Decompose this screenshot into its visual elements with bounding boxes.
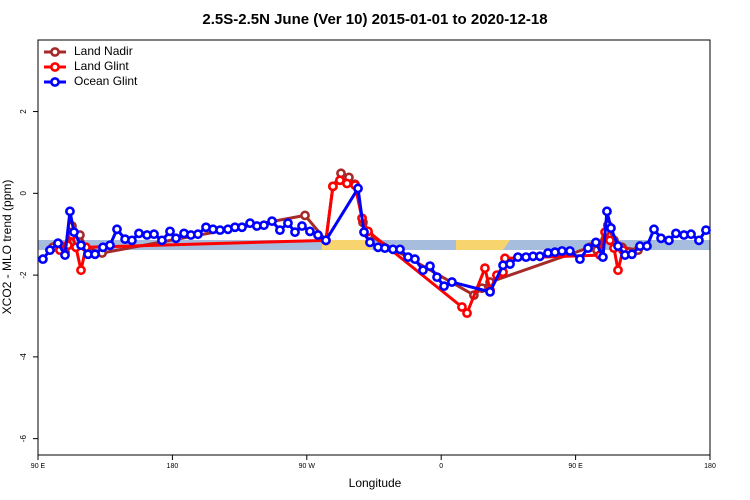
data-point <box>439 281 449 292</box>
data-point <box>598 252 608 263</box>
y-axis-label: XCO2 - MLO trend (ppm) <box>0 180 14 315</box>
data-point <box>305 226 315 237</box>
legend-marker <box>50 77 60 87</box>
data-point <box>45 245 55 256</box>
data-point <box>313 230 323 240</box>
data-point <box>76 265 86 276</box>
y-tick-label: -2 <box>19 271 28 279</box>
y-tick-label: 0 <box>19 191 28 196</box>
data-point <box>565 246 575 256</box>
x-tick-label: 90 E <box>568 463 583 470</box>
data-point <box>365 237 375 248</box>
data-point <box>701 225 711 236</box>
y-tick-label: -4 <box>19 353 28 361</box>
data-point <box>321 235 331 246</box>
data-point <box>694 235 704 246</box>
plot-frame <box>37 39 711 456</box>
x-tick-label: 90 W <box>299 463 316 470</box>
x-tick-label: 90 E <box>31 463 46 470</box>
data-point <box>60 250 70 260</box>
data-point <box>193 229 203 240</box>
data-point <box>656 233 666 244</box>
x-tick-label: 0 <box>439 463 443 470</box>
legend-marker <box>50 47 60 57</box>
data-point <box>575 254 585 265</box>
data-point <box>425 261 435 272</box>
data-point <box>328 181 338 192</box>
data-point <box>165 226 175 237</box>
data-point <box>215 225 225 236</box>
data-point <box>485 286 495 297</box>
data-point <box>300 210 310 221</box>
data-point <box>602 206 612 217</box>
data-point <box>671 228 681 239</box>
data-point <box>642 241 652 251</box>
data-point <box>457 302 467 312</box>
data-point <box>157 235 167 246</box>
data-point <box>583 243 593 254</box>
legend-label: Ocean Glint <box>74 74 138 88</box>
data-point <box>462 308 472 319</box>
data-point <box>664 235 674 246</box>
data-point <box>259 220 269 231</box>
data-point <box>53 238 63 249</box>
data-point <box>395 244 405 255</box>
x-tick-label: 180 <box>167 463 179 470</box>
data-point <box>353 183 363 194</box>
data-point <box>105 240 115 251</box>
data-point <box>535 251 545 262</box>
data-point <box>342 178 352 189</box>
data-point <box>418 265 428 276</box>
data-point <box>65 206 75 217</box>
legend-label: Land Nadir <box>74 44 133 58</box>
x-axis-label: Longitude <box>349 476 402 490</box>
data-point <box>613 241 623 251</box>
data-point <box>626 249 637 260</box>
data-point <box>605 235 615 246</box>
x-tick-label: 180 <box>704 463 716 470</box>
y-tick-label: 2 <box>19 109 28 114</box>
data-point <box>649 224 659 235</box>
data-point <box>591 237 601 248</box>
surface-band-land <box>456 240 510 250</box>
data-point <box>606 223 616 233</box>
data-point <box>237 222 247 233</box>
data-point <box>275 225 285 236</box>
data-point <box>134 228 144 239</box>
data-point <box>297 221 307 231</box>
data-point <box>410 254 420 265</box>
data-point <box>290 227 300 238</box>
chart-title: 2.5S-2.5N June (Ver 10) 2015-01-01 to 20… <box>202 11 547 28</box>
data-point <box>76 240 86 251</box>
data-point <box>432 272 442 283</box>
data-point <box>447 277 457 287</box>
legend-label: Land Glint <box>74 59 129 73</box>
data-point <box>127 235 137 246</box>
data-point <box>171 233 181 244</box>
data-point <box>90 249 100 260</box>
data-point <box>112 224 122 235</box>
data-point <box>686 229 696 240</box>
data-point <box>557 246 567 256</box>
data-point <box>267 216 277 227</box>
data-point <box>38 254 48 265</box>
data-point <box>283 218 293 229</box>
data-point <box>613 265 623 276</box>
data-point <box>380 243 390 254</box>
data-point <box>505 259 515 269</box>
data-point <box>359 227 369 238</box>
data-point <box>69 227 79 238</box>
data-point <box>149 229 159 240</box>
data-point <box>480 263 490 274</box>
data-point <box>513 252 523 263</box>
legend-marker <box>50 62 60 72</box>
y-tick-label: -6 <box>19 435 28 443</box>
surface-band-land <box>322 240 372 250</box>
